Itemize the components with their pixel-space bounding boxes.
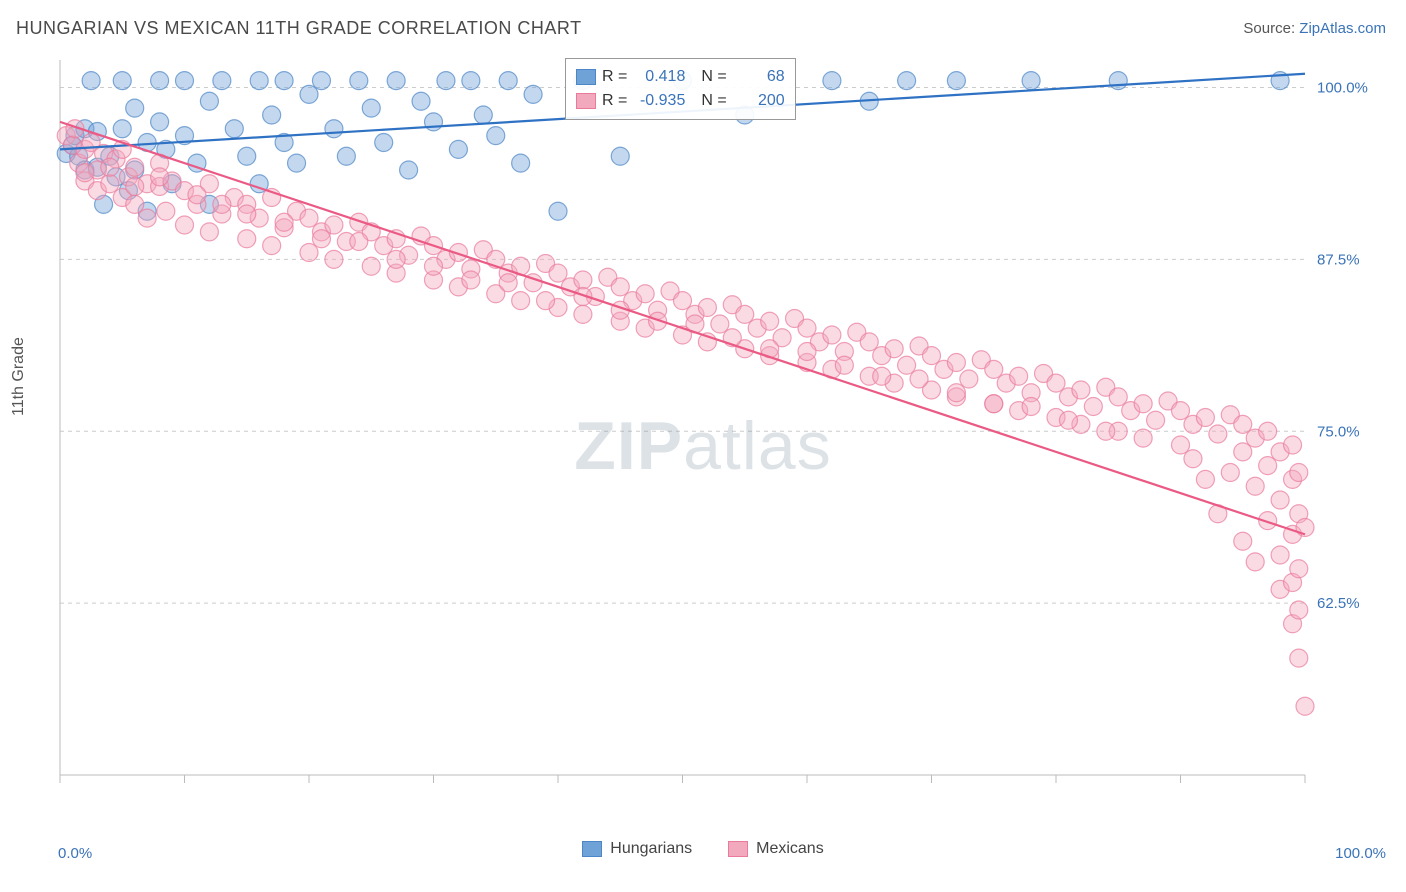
scatter-plot: 62.5% 75.0% 87.5% 100.0% [55,55,1385,835]
source-attribution: Source: ZipAtlas.com [1243,20,1386,37]
legend-swatch-icon [576,93,596,109]
r-value: 0.418 [633,68,685,86]
correlation-legend: R = 0.418 N = 68 R = -0.935 N = 200 [565,58,796,120]
x-axis-max-label: 100.0% [1335,845,1386,862]
series-legend: Hungarians Mexicans [0,840,1406,862]
r-value: -0.935 [633,92,685,110]
legend-swatch-icon [728,841,748,857]
svg-text:100.0%: 100.0% [1317,80,1368,97]
legend-row-hungarians: R = 0.418 N = 68 [576,65,785,89]
n-label: N = [701,92,726,110]
legend-swatch-icon [582,841,602,857]
legend-swatch-icon [576,69,596,85]
n-value: 68 [733,68,785,86]
r-label: R = [602,68,627,86]
n-value: 200 [733,92,785,110]
n-label: N = [701,68,726,86]
legend-item-hungarians: Hungarians [582,840,692,858]
svg-text:62.5%: 62.5% [1317,595,1360,612]
chart-title: HUNGARIAN VS MEXICAN 11TH GRADE CORRELAT… [16,18,582,39]
legend-label: Mexicans [756,840,824,858]
legend-label: Hungarians [610,840,692,858]
x-axis-min-label: 0.0% [58,845,92,862]
chart-container: HUNGARIAN VS MEXICAN 11TH GRADE CORRELAT… [0,0,1406,892]
legend-item-mexicans: Mexicans [728,840,824,858]
r-label: R = [602,92,627,110]
source-label: Source: [1243,20,1299,37]
y-axis-label: 11th Grade [10,337,28,416]
svg-text:75.0%: 75.0% [1317,423,1360,440]
svg-text:87.5%: 87.5% [1317,251,1360,268]
legend-row-mexicans: R = -0.935 N = 200 [576,89,785,113]
source-link[interactable]: ZipAtlas.com [1299,20,1386,37]
